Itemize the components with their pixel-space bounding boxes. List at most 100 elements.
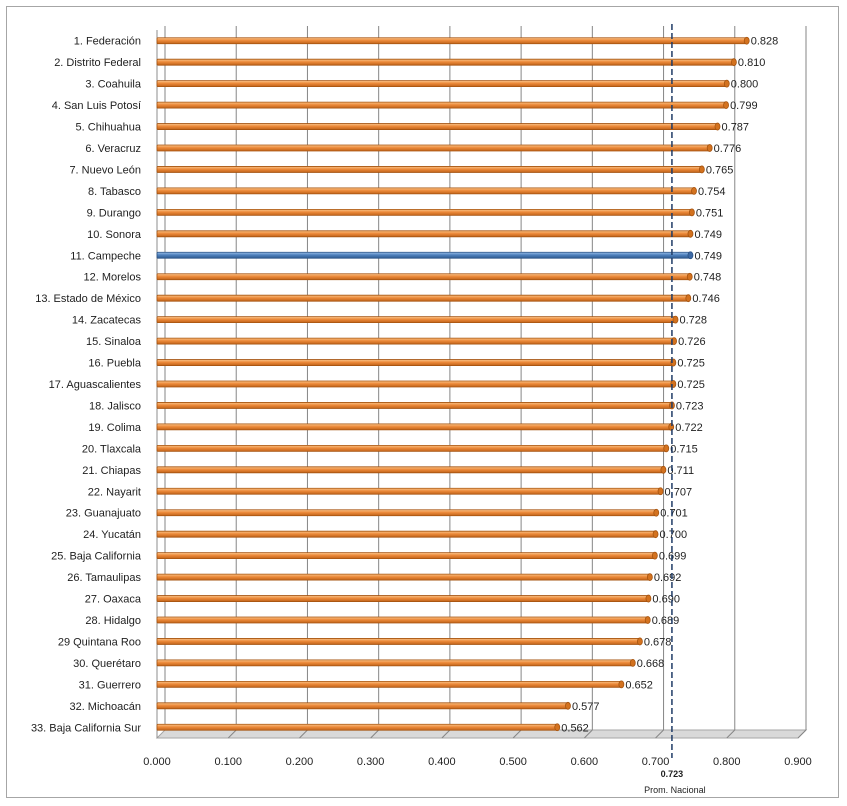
bar-cap xyxy=(644,616,651,624)
bar xyxy=(156,637,643,646)
bar-body xyxy=(156,273,691,281)
x-tick-label: 0.600 xyxy=(571,756,599,768)
category-label: 13. Estado de México xyxy=(35,293,141,305)
bar xyxy=(156,208,695,217)
value-label: 0.707 xyxy=(665,486,693,498)
value-label: 0.810 xyxy=(738,57,766,69)
gridline-diagonal xyxy=(299,729,308,739)
gridline-diagonal xyxy=(726,729,736,739)
x-tick-label: 0.500 xyxy=(499,756,527,768)
value-label: 0.749 xyxy=(694,229,722,241)
bar xyxy=(156,680,625,689)
category-label: 29 Quintana Roo xyxy=(58,636,141,648)
bar xyxy=(156,487,664,496)
bar-body xyxy=(156,230,691,238)
bar-body xyxy=(156,58,735,66)
x-tick-label: 0.200 xyxy=(286,756,314,768)
bar-cap xyxy=(686,272,693,281)
value-label: 0.746 xyxy=(692,293,720,305)
bar-cap xyxy=(685,294,692,303)
bar xyxy=(156,551,658,560)
bar xyxy=(156,701,571,710)
value-label: 0.678 xyxy=(644,636,672,648)
bar-cap xyxy=(687,229,694,238)
bar-body xyxy=(156,187,695,195)
x-tick-label: 0.700 xyxy=(642,756,670,768)
bar xyxy=(156,79,730,88)
bar xyxy=(156,358,677,367)
category-label: 25. Baja California xyxy=(51,551,142,563)
category-label: 24. Yucatán xyxy=(83,529,141,541)
bar-cap xyxy=(653,508,660,517)
x-tick-label: 0.000 xyxy=(143,756,171,768)
value-label: 0.748 xyxy=(694,272,722,284)
bar-cap xyxy=(663,444,670,453)
x-tick-label: 0.400 xyxy=(428,756,456,768)
bar-cap xyxy=(723,79,730,88)
value-label: 0.754 xyxy=(698,186,726,198)
x-tick-label: 0.900 xyxy=(784,756,812,768)
bar xyxy=(156,36,750,45)
bar-body xyxy=(156,359,674,366)
category-label: 8. Tabasco xyxy=(88,186,141,198)
bar-body xyxy=(156,530,656,538)
value-label: 0.562 xyxy=(561,722,589,734)
bar xyxy=(156,508,660,517)
value-label: 0.711 xyxy=(667,465,694,477)
category-label: 16. Puebla xyxy=(88,358,141,370)
category-label: 7. Nuevo León xyxy=(69,164,141,176)
bar-cap xyxy=(565,701,571,710)
bar-body xyxy=(156,573,651,581)
bar-cap xyxy=(554,723,561,732)
bar-body xyxy=(156,337,675,345)
bar-cap xyxy=(723,101,729,109)
bar-body xyxy=(156,680,622,688)
bar-cap xyxy=(652,530,659,539)
bar-cap xyxy=(651,551,658,560)
category-label: 2. Distrito Federal xyxy=(54,57,141,69)
category-label: 30. Querétaro xyxy=(73,658,141,670)
gridline-diagonal xyxy=(583,729,593,739)
bar-body xyxy=(156,166,703,173)
bar xyxy=(156,465,667,474)
category-label: 11. Campeche xyxy=(70,250,141,262)
category-label: 33. Baja California Sur xyxy=(31,722,141,734)
value-label: 0.722 xyxy=(675,422,703,434)
category-label: 27. Oaxaca xyxy=(85,594,142,606)
bar-body xyxy=(156,402,673,409)
bar-body xyxy=(156,208,693,216)
bar-cap xyxy=(731,58,737,67)
value-label: 0.765 xyxy=(706,164,734,176)
bar xyxy=(156,294,692,303)
value-label: 0.689 xyxy=(652,615,680,627)
bar-body xyxy=(156,723,558,731)
bar-cap xyxy=(691,187,697,195)
category-label: 22. Nayarit xyxy=(88,486,141,498)
bar xyxy=(156,229,694,238)
category-label: 31. Guerrero xyxy=(79,679,141,691)
x-tick-label: 0.100 xyxy=(214,756,242,768)
category-label: 18. Jalisco xyxy=(89,400,141,412)
bar-body xyxy=(156,316,676,324)
reference-line-label: Prom. Nacional xyxy=(644,785,706,795)
category-label: 20. Tlaxcala xyxy=(82,443,142,455)
bar xyxy=(156,444,670,453)
bar-body xyxy=(156,659,634,667)
bar-body xyxy=(156,702,569,710)
x-tick-label: 0.800 xyxy=(713,756,741,768)
bar xyxy=(156,401,675,410)
bar xyxy=(156,573,653,581)
bar-cap xyxy=(618,680,625,689)
bar xyxy=(156,144,713,152)
bar xyxy=(156,251,694,260)
value-label: 0.800 xyxy=(731,79,759,91)
bar-cap xyxy=(687,251,694,260)
gridline-diagonal xyxy=(370,729,380,739)
category-label: 17. Aguascalientes xyxy=(49,379,142,391)
bar xyxy=(156,594,652,603)
category-label: 4. San Luis Potosí xyxy=(52,100,141,112)
chart-floor xyxy=(155,729,808,739)
value-label: 0.652 xyxy=(625,679,653,691)
value-label: 0.577 xyxy=(572,701,600,713)
x-tick-label: 0.300 xyxy=(357,756,385,768)
